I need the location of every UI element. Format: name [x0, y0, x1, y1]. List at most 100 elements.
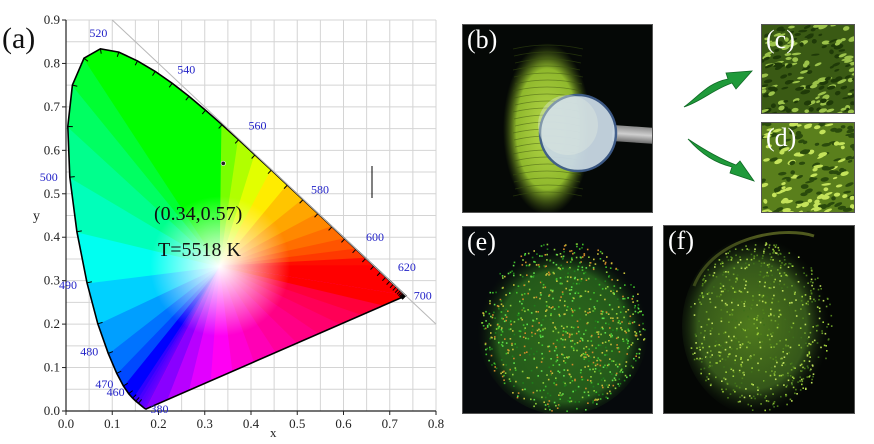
fingerprint-image: [503, 43, 652, 212]
wavelength-tick: [382, 276, 387, 282]
wavelength-tick: [341, 238, 346, 243]
wavelength-label: 620: [398, 260, 416, 274]
y-tick-label: 0.2: [44, 316, 60, 331]
magnifier-lens: [538, 93, 618, 173]
wavelength-tick: [394, 288, 399, 293]
wavelength-tick: [108, 351, 114, 354]
wavelength-tick: [397, 291, 403, 296]
arrow-up-icon: [683, 70, 753, 108]
x-tick-label: 0.7: [382, 416, 399, 431]
y-tick-label: 0.9: [44, 12, 60, 27]
wavelength-tick: [389, 283, 394, 289]
y-tick-label: 0.1: [44, 360, 60, 375]
panel-b-fingerprint-photo: (b): [462, 24, 653, 213]
wavelength-label: 490: [59, 278, 77, 292]
fingerprint-image-e: [477, 239, 649, 413]
wavelength-tick: [83, 57, 89, 62]
y-tick-label: 0.4: [44, 229, 61, 244]
panel-c-zoomed-ridges: (c): [761, 24, 855, 114]
diagonal-reference-line: [111, 19, 437, 325]
wavelength-label: 380: [151, 402, 169, 416]
wavelength-label: 460: [107, 385, 125, 399]
wavelength-tick: [328, 226, 333, 231]
cie-chromaticity-chart: 0.0 0.1 0.2 0.3 0.4 0.5 0.6 0.7 0.8 0.0 0.1 0.2 0.3 0…: [33, 12, 444, 440]
wavelength-tick: [267, 169, 272, 175]
ridge-texture-d: [762, 123, 854, 212]
wavelength-tick: [168, 83, 173, 88]
wavelength-tick: [123, 382, 128, 387]
y-tick-label: 0.6: [44, 142, 61, 157]
wavelength-tick: [116, 370, 122, 374]
wavelength-tick: [76, 230, 82, 233]
axes: 0.0 0.1 0.2 0.3 0.4 0.5 0.6 0.7 0.8 0.0 0.1 0.2 0.3 0…: [44, 12, 444, 431]
panel-e-fingerprint-photo: (e): [462, 226, 653, 414]
wavelength-tick: [400, 293, 405, 299]
wavelength-label: 520: [89, 26, 107, 40]
wavelength-tick: [152, 71, 156, 76]
y-tick-label: 0.3: [44, 273, 60, 288]
x-tick-label: 0.3: [197, 416, 213, 431]
wavelength-label: 540: [177, 62, 195, 76]
y-tick-label: 0.8: [44, 55, 60, 70]
panel-label-d: (d): [766, 123, 797, 152]
magnifier-handle: [611, 125, 652, 146]
x-tick-label: 0.0: [58, 416, 74, 431]
wavelength-tick: [386, 280, 391, 285]
wavelength-tick: [72, 84, 78, 87]
panel-d-zoomed-ridges: (d): [761, 122, 855, 213]
x-tick-label: 0.8: [428, 416, 444, 431]
chromaticity-point: [220, 160, 226, 166]
x-tick-label: 0.2: [150, 416, 166, 431]
panel-label-c: (c): [766, 25, 795, 54]
wavelength-label: 470: [95, 377, 113, 391]
wavelength-label: 700: [414, 289, 432, 303]
white-point-glow: [150, 196, 291, 337]
figure-label-a: (a): [2, 22, 36, 55]
wavelength-label: 500: [40, 170, 58, 184]
arrow-down-icon: [687, 138, 756, 182]
x-axis-label: x: [270, 425, 277, 440]
wavelength-tick: [370, 265, 375, 270]
wavelength-tick: [185, 96, 190, 101]
wavelength-tick: [251, 154, 256, 159]
wavelength-tick: [283, 184, 288, 189]
fingerprint-image-f: [682, 231, 838, 413]
wavelength-tick: [234, 139, 239, 144]
x-tick-label: 0.5: [289, 416, 305, 431]
panel-label-e: (e): [467, 227, 496, 256]
wavelength-tick: [376, 271, 381, 277]
wavelength-tick: [314, 213, 319, 218]
wavelength-tick: [138, 399, 143, 404]
wavelength-tick: [218, 124, 223, 129]
wavelength-tick: [132, 394, 137, 399]
wavelength-label: 560: [249, 119, 267, 133]
wavelength-tick: [86, 281, 92, 284]
wavelength-label: 600: [366, 230, 384, 244]
zoom-arrows: [683, 70, 756, 182]
wavelength-tick: [399, 292, 404, 297]
wavelength-tick: [99, 48, 102, 54]
wavelength-ticks: [67, 48, 407, 404]
gamut-fill: [67, 48, 406, 409]
coordinate-annotation: (0.34,0.57): [154, 203, 242, 225]
wavelength-label: 580: [311, 183, 329, 197]
y-tick-label: 0.7: [44, 99, 61, 114]
y-axis-label: y: [33, 209, 40, 224]
wavelength-tick: [128, 390, 133, 395]
panel-f-fingerprint-photo: (f): [663, 225, 855, 414]
wavelength-label: 480: [80, 344, 98, 358]
panel-label-b: (b): [467, 25, 498, 54]
wavelength-tick: [362, 257, 367, 263]
wavelength-tick: [135, 397, 140, 402]
panel-label-f: (f): [668, 226, 694, 255]
x-tick-label: 0.6: [335, 416, 352, 431]
wavelength-tick: [134, 60, 138, 66]
wavelength-tick: [299, 199, 304, 204]
wavelength-tick: [97, 321, 103, 325]
wavelength-tick: [352, 248, 357, 254]
wavelength-tick: [392, 286, 397, 291]
temperature-annotation: T=5518 K: [158, 239, 241, 261]
y-tick-label: 0.5: [44, 186, 60, 201]
wavelength-tick: [201, 109, 206, 115]
